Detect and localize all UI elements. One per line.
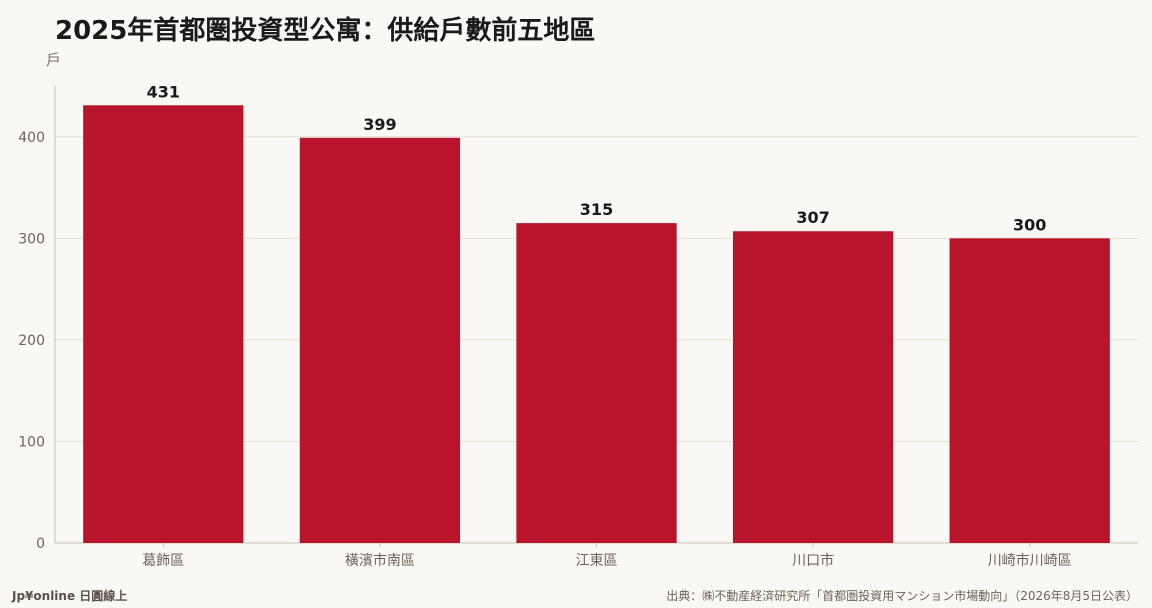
bar-value-label: 431: [147, 82, 180, 101]
y-tick-label: 200: [18, 333, 45, 349]
bar-value-label: 315: [580, 200, 613, 219]
bar-5: [949, 238, 1110, 544]
labels: 0 100 200 300 400 431 葛飾區 399 橫濱市南區 315 江東區 307 川口市 3…: [18, 82, 1071, 569]
bar-value-label: 399: [363, 115, 396, 134]
x-category-label: 橫濱市南區: [345, 552, 415, 569]
bar-1: [83, 105, 244, 543]
bar-3: [516, 223, 677, 543]
bar-value-label: 300: [1013, 215, 1046, 234]
bars: [83, 105, 1110, 544]
y-axis-unit-label: 戶: [46, 51, 62, 69]
chart-title: 2025年首都圏投資型公寓：供給戶數前五地區: [55, 16, 596, 46]
y-tick-label: 300: [18, 231, 45, 247]
bar-2: [299, 137, 461, 543]
y-tick-label: 100: [18, 434, 45, 450]
x-category-label: 江東區: [576, 553, 618, 569]
bar-4: [732, 231, 894, 544]
y-tick-label: 0: [36, 536, 45, 552]
x-category-label: 葛飾區: [142, 553, 184, 569]
x-category-label: 川崎市川崎區: [988, 552, 1072, 569]
x-category-label: 川口市: [792, 552, 834, 569]
brand-logo-text: Jp¥online 日圓線上: [12, 589, 128, 603]
bar-value-label: 307: [796, 208, 829, 227]
y-tick-label: 400: [18, 130, 45, 146]
source-note: 出典：㈱不動産経済研究所「首都圏投資用マンション市場動向」（2026年8月5日公…: [666, 589, 1138, 603]
